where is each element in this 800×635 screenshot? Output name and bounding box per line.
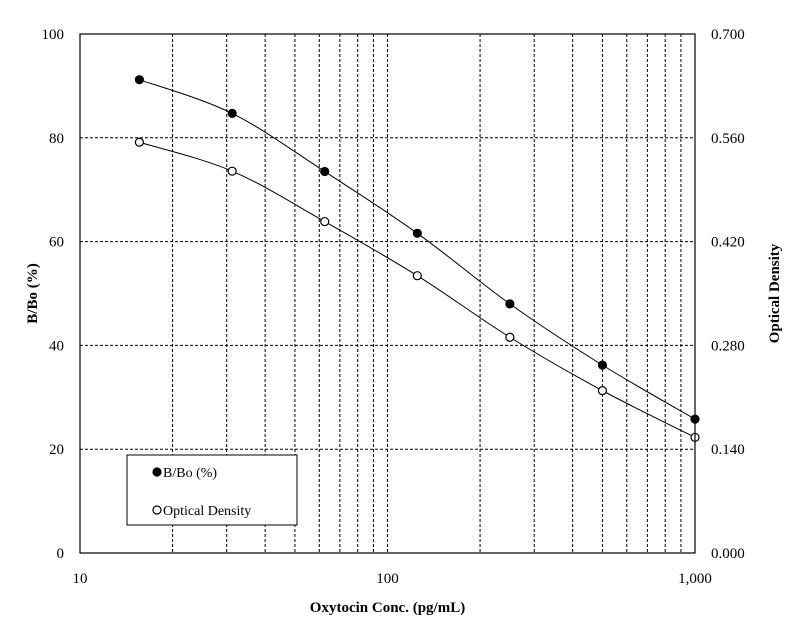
data-point-optical-density <box>134 137 144 147</box>
legend-marker-optical-density <box>152 505 162 515</box>
data-point-bbo <box>597 360 608 370</box>
y2-tick-label: 0.700 <box>711 27 745 43</box>
y-tick-label: 60 <box>49 235 64 251</box>
series-markers <box>134 75 700 442</box>
plot-area-frame <box>79 33 696 554</box>
y-axis-title: B/Bo (%) <box>25 263 41 323</box>
data-point-optical-density <box>505 332 515 342</box>
data-point-optical-density <box>320 216 330 227</box>
data-point-optical-density <box>412 271 422 281</box>
y-tick-label: 100 <box>42 27 65 43</box>
y2-tick-label: 0.000 <box>711 546 745 562</box>
y2-tick-label: 0.420 <box>711 235 745 251</box>
legend-marker-bbo <box>152 467 162 477</box>
x-tick-label: 100 <box>376 571 399 587</box>
legend-label-optical-density: Optical Density <box>163 504 251 519</box>
series-line-optical-density <box>139 141 696 438</box>
y-tick-label: 0 <box>57 546 65 562</box>
y2-tick-label: 0.280 <box>711 338 745 354</box>
y2-tick-label: 0.140 <box>711 442 745 458</box>
x-tick-label: 1,000 <box>678 571 712 587</box>
tick-labels: 10 100 1,000 0 20 40 60 80 100 0.000 0.140 0.280 0.4… <box>42 27 745 587</box>
legend-label-bbo: B/Bo (%) <box>163 466 217 481</box>
data-point-bbo <box>227 108 237 119</box>
x-tick-label: 10 <box>73 571 88 587</box>
series-line-bbo <box>139 79 696 420</box>
y2-tick-label: 0.560 <box>711 131 745 147</box>
series-lines <box>139 79 696 438</box>
y-tick-label: 80 <box>49 131 64 147</box>
data-point-bbo <box>505 299 515 309</box>
x-axis-title: Oxytocin Conc. (pg/mL) <box>310 600 465 616</box>
legend: B/Bo (%) Optical Density <box>126 454 298 526</box>
data-point-optical-density <box>227 166 237 176</box>
data-point-optical-density <box>597 386 608 396</box>
y-tick-label: 40 <box>49 338 64 354</box>
data-point-bbo <box>412 228 422 238</box>
data-point-bbo <box>134 75 144 85</box>
y2-axis-title: Optical Density <box>767 243 783 343</box>
y-tick-label: 20 <box>49 442 64 458</box>
data-point-bbo <box>320 166 330 177</box>
